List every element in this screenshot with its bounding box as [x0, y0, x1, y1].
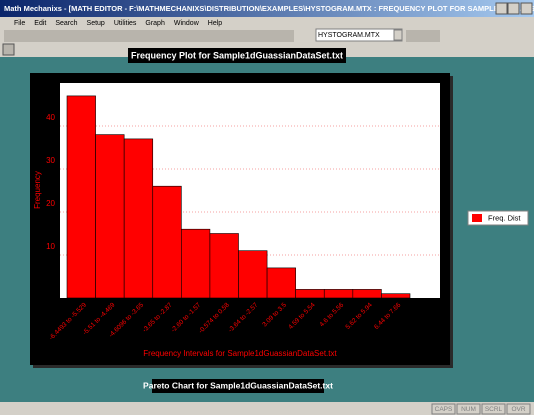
- bar: [266, 267, 296, 299]
- bar: [181, 228, 211, 299]
- bar: [209, 233, 239, 299]
- title-box: [128, 48, 346, 63]
- status-panel: [431, 403, 456, 415]
- bar: [352, 289, 382, 299]
- title-bar: [0, 0, 534, 17]
- bar: [323, 289, 354, 299]
- bar: [152, 185, 182, 299]
- legend-swatch: [472, 214, 482, 222]
- status-panel: [456, 403, 481, 415]
- status-panel: [506, 403, 531, 415]
- minimize-button[interactable]: [495, 2, 508, 15]
- bar: [295, 289, 325, 299]
- status-text: OVR: [511, 406, 525, 413]
- status-text: SCRL: [485, 406, 503, 413]
- close-button[interactable]: [520, 2, 533, 15]
- menu-item[interactable]: Utilities: [114, 20, 137, 27]
- menu-item[interactable]: Window: [174, 20, 200, 27]
- bar: [238, 250, 268, 299]
- pareto-title-box: [152, 379, 324, 393]
- y-tick-label: 10: [46, 242, 55, 251]
- status-panel: [481, 403, 506, 415]
- menu-bar: File Edit Search Setup Utilities Graph Window H…: [14, 20, 222, 27]
- y-tick-label: 30: [46, 156, 55, 165]
- combo-arrow[interactable]: [393, 29, 403, 41]
- menu-item[interactable]: Graph: [145, 20, 165, 27]
- bar: [95, 134, 125, 299]
- toolbar-icons[interactable]: [4, 30, 294, 42]
- bar: [381, 293, 411, 299]
- y-axis-title: Frequency: [33, 171, 42, 209]
- toolbar-icons-right[interactable]: [406, 30, 440, 42]
- maximize-button[interactable]: [507, 2, 520, 15]
- chart-title: Frequency Plot for Sample1dGuassianDataS…: [131, 50, 343, 60]
- menu-item[interactable]: Search: [55, 20, 77, 27]
- status-text: CAPS: [435, 406, 453, 413]
- menu-item[interactable]: Help: [208, 20, 223, 27]
- legend-box: [467, 210, 529, 226]
- y-tick-label: 40: [46, 113, 55, 122]
- y-tick-label: 20: [46, 199, 55, 208]
- status-bar: [0, 402, 534, 415]
- save-button[interactable]: [2, 43, 15, 56]
- menu-item[interactable]: Setup: [87, 20, 105, 27]
- legend-label: Freq. Dist: [488, 213, 521, 222]
- bar: [123, 138, 154, 299]
- x-axis-title: Frequency Intervals for Sample1dGuassian…: [143, 349, 337, 358]
- combo-text: HYSTOGRAM.MTX: [318, 32, 380, 39]
- pareto-title: Pareto Chart for Sample1dGuassianDataSet…: [143, 380, 333, 390]
- window-title: Math Mechanixs - [MATH EDITOR - F:\MATHM…: [4, 4, 534, 13]
- menu-item[interactable]: File: [14, 20, 25, 27]
- status-text: NUM: [461, 406, 476, 413]
- bar: [66, 95, 96, 299]
- menu-item[interactable]: Edit: [34, 20, 46, 27]
- toolbar: HYSTOGRAM.MTX: [2, 28, 440, 56]
